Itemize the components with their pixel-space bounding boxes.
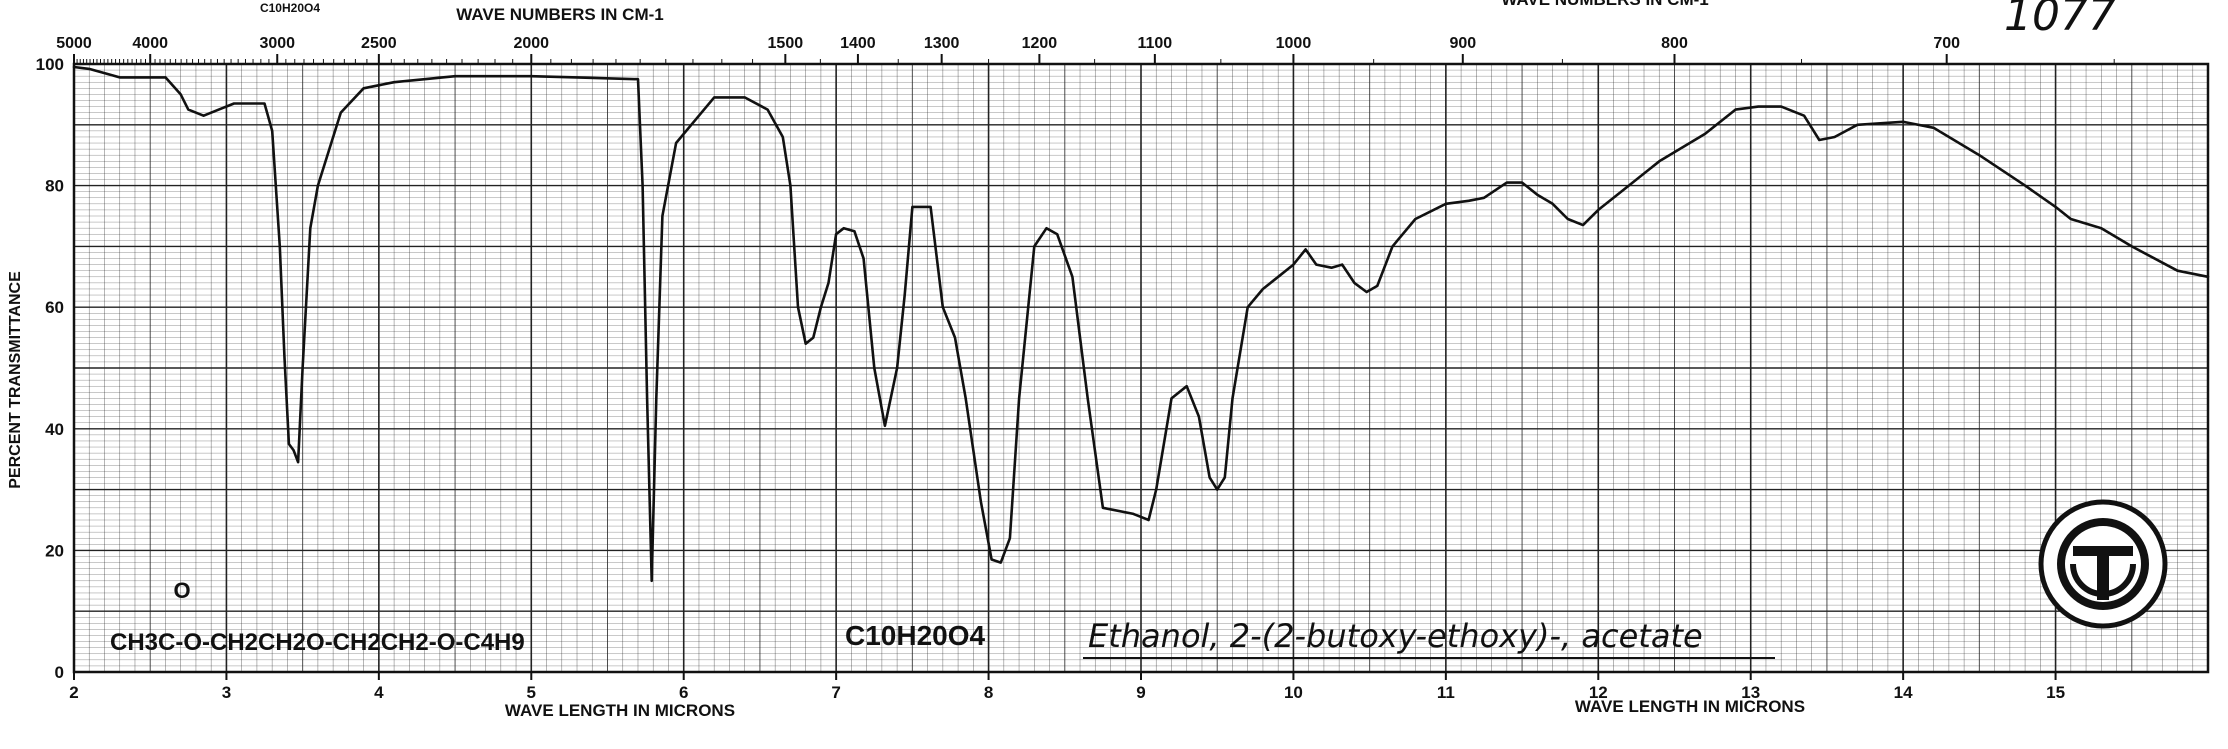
y-tick-label: 80	[45, 177, 64, 196]
top-tick-label: 1000	[1276, 35, 1312, 52]
x-tick-label: 7	[831, 683, 840, 702]
x-tick-label: 13	[1741, 683, 1760, 702]
y-axis-ticks: 0 20 40 60 80 100	[36, 55, 64, 682]
bottom-axis-ticks: 2 3 4 5 6 7 8 9 10 11 12 13 14 15	[69, 672, 2065, 702]
structure-formula: CH3C-O-CH2CH2O-CH2CH2-O-C4H9	[110, 629, 525, 656]
x-tick-label: 3	[222, 683, 231, 702]
y-tick-label: 40	[45, 420, 64, 439]
top-tick-label: 1400	[840, 35, 876, 52]
top-tick-label: 1200	[1022, 35, 1058, 52]
x-tick-label: 11	[1437, 683, 1455, 702]
top-tick-label: 5000	[56, 35, 92, 52]
top-tick-label: 2000	[513, 35, 549, 52]
top-tick-label: 700	[1933, 35, 1960, 52]
x-tick-label: 6	[679, 683, 688, 702]
x-axis-title-right: WAVE LENGTH IN MICRONS	[1575, 697, 1805, 716]
top-tick-label: 1500	[768, 35, 804, 52]
x-tick-label: 14	[1894, 683, 1913, 702]
top-axis-title-left: WAVE NUMBERS IN CM-1	[456, 5, 663, 24]
spectrum-line	[72, 65, 2210, 583]
top-axis-ticks: 5000 4000 3000 2500 2000 1500 1400 1300 1200 1100…	[56, 35, 2115, 64]
y-tick-label: 20	[45, 541, 64, 560]
y-tick-label: 0	[55, 663, 64, 682]
kodak-seal-logo	[2038, 499, 2168, 629]
x-axis-title: WAVE LENGTH IN MICRONS	[505, 701, 735, 720]
top-tick-label: 1100	[1137, 35, 1172, 52]
spectrum-series	[72, 65, 2210, 583]
x-tick-label: 15	[2046, 683, 2065, 702]
y-axis-title: PERCENT TRANSMITTANCE	[7, 271, 24, 489]
y-tick-label: 60	[45, 298, 64, 317]
top-formula-label: C10H20O4	[260, 1, 320, 15]
top-tick-label: 3000	[259, 35, 295, 52]
x-tick-label: 8	[984, 683, 993, 702]
sample-number: 1077	[2004, 0, 2116, 41]
x-tick-label: 10	[1284, 683, 1303, 702]
top-tick-label: 2500	[361, 35, 397, 52]
compound-name: Ethanol, 2-(2-butoxy-ethoxy)-, acetate	[1088, 617, 1703, 655]
molecular-formula: C10H20O4	[845, 620, 986, 651]
top-tick-label: 4000	[132, 35, 168, 52]
grid	[73, 63, 2209, 673]
top-tick-label: 800	[1661, 35, 1688, 52]
x-tick-label: 9	[1136, 683, 1145, 702]
top-tick-label: 900	[1449, 35, 1476, 52]
x-tick-label: 5	[527, 683, 536, 702]
x-tick-label: 4	[374, 683, 384, 702]
x-tick-label: 12	[1589, 683, 1608, 702]
top-axis-title-right: WAVE NUMBERS IN CM-1	[1501, 0, 1708, 9]
top-tick-label: 1300	[924, 35, 960, 52]
y-tick-label: 100	[36, 55, 64, 74]
carbonyl-label: O	[173, 578, 190, 603]
x-tick-label: 2	[69, 683, 78, 702]
